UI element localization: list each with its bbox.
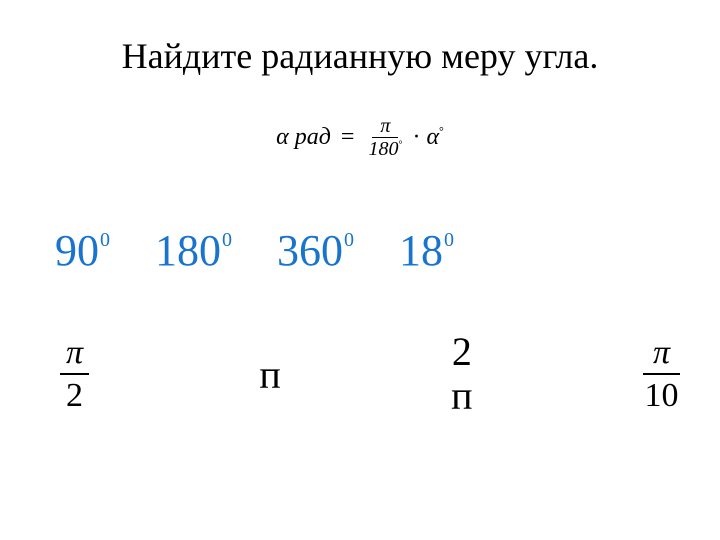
- conversion-formula: α рад = π 180° · α°: [0, 115, 720, 160]
- formula-alpha-deg: α°: [426, 124, 443, 151]
- formula-numerator: π: [372, 115, 398, 138]
- answer-pi: п: [259, 351, 280, 398]
- slide-title: Найдите радианную меру угла.: [0, 35, 720, 77]
- angle-18: 180: [399, 225, 454, 276]
- angle-180: 1800: [155, 225, 232, 276]
- formula-fraction: π 180°: [364, 115, 406, 160]
- formula-denominator: 180°: [364, 138, 406, 160]
- answer-pi-over-10: π 10: [643, 334, 680, 415]
- angle-90: 900: [55, 225, 110, 276]
- answers-row: π 2 п 2 п π 10: [60, 330, 680, 418]
- angle-360: 3600: [277, 225, 354, 276]
- angle-values-row: 900 1800 3600 180: [55, 225, 454, 276]
- formula-alpha: α: [276, 124, 289, 151]
- formula-dot: ·: [412, 124, 420, 151]
- answer-pi-over-2: π 2: [60, 334, 89, 415]
- formula-rad-label: рад: [295, 124, 331, 151]
- formula-equals: =: [341, 124, 355, 151]
- answer-2pi: 2 п: [451, 330, 472, 418]
